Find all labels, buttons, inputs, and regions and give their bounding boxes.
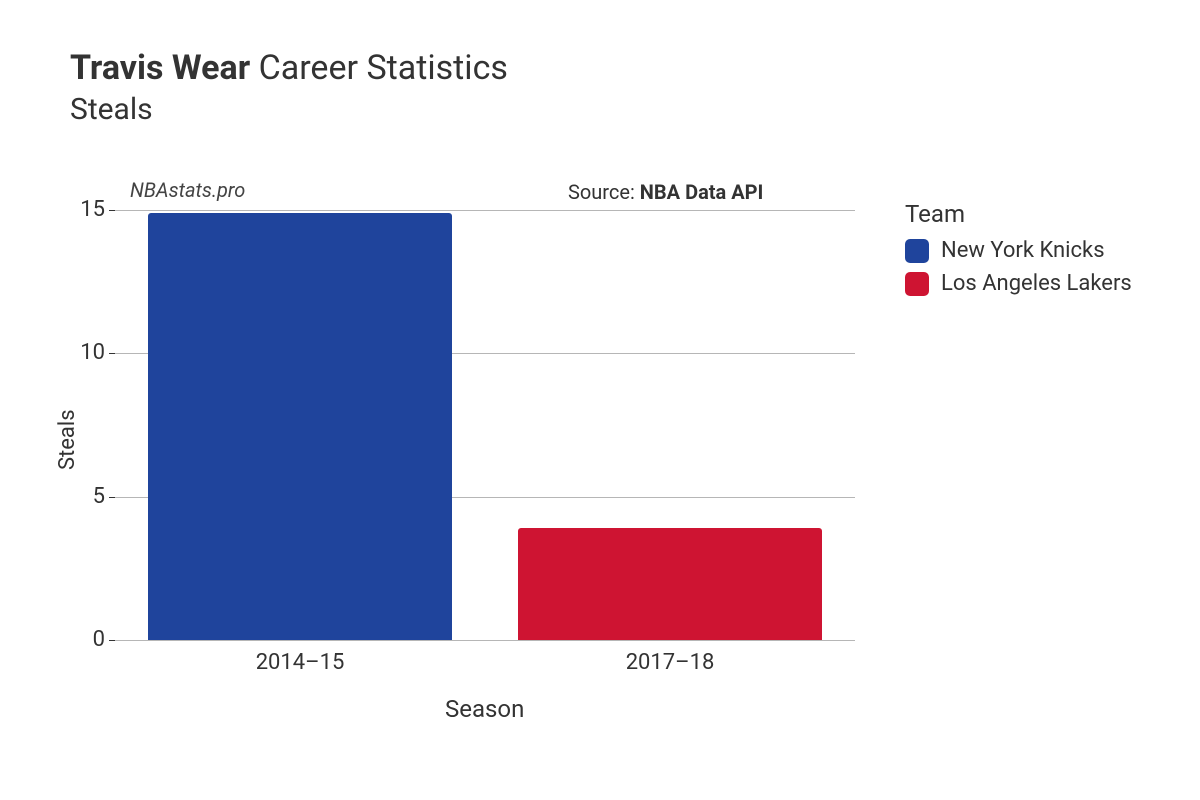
- source-name: NBA Data API: [640, 180, 764, 204]
- plot-area: 0510152014–152017–18: [115, 210, 855, 640]
- y-tick-label: 10: [55, 340, 105, 365]
- source-prefix: Source:: [568, 180, 640, 204]
- y-tick-mark: [109, 353, 115, 354]
- y-tick-label: 5: [55, 484, 105, 509]
- legend-title: Team: [905, 200, 1132, 228]
- y-tick-label: 0: [55, 627, 105, 652]
- title-block: Travis Wear Career Statistics Steals: [70, 48, 508, 127]
- legend-label: Los Angeles Lakers: [941, 271, 1132, 296]
- grid-line: [115, 210, 855, 211]
- y-tick-mark: [109, 497, 115, 498]
- title-player: Travis Wear: [70, 48, 250, 88]
- legend-swatch: [905, 239, 929, 263]
- y-axis-label: Steals: [55, 409, 80, 470]
- source-note: Source: NBA Data API: [568, 180, 763, 204]
- watermark-text: NBAstats.pro: [130, 178, 245, 202]
- chart-page: Travis Wear Career Statistics Steals NBA…: [0, 0, 1200, 800]
- x-axis-label: Season: [445, 695, 524, 723]
- bar: [518, 528, 821, 640]
- title-suffix: Career Statistics: [259, 48, 508, 88]
- legend-items: New York Knicks Los Angeles Lakers: [905, 238, 1132, 296]
- y-tick-label: 15: [55, 197, 105, 222]
- x-tick-label: 2017–18: [485, 650, 855, 675]
- legend: Team New York Knicks Los Angeles Lakers: [905, 200, 1132, 304]
- x-tick-label: 2014–15: [115, 650, 485, 675]
- legend-item: Los Angeles Lakers: [905, 271, 1132, 296]
- y-tick-mark: [109, 640, 115, 641]
- grid-line: [115, 640, 855, 641]
- bar: [148, 213, 451, 640]
- chart-subtitle: Steals: [70, 92, 508, 127]
- legend-label: New York Knicks: [941, 238, 1105, 263]
- legend-item: New York Knicks: [905, 238, 1132, 263]
- legend-swatch: [905, 272, 929, 296]
- y-tick-mark: [109, 210, 115, 211]
- chart-title: Travis Wear Career Statistics: [70, 48, 508, 88]
